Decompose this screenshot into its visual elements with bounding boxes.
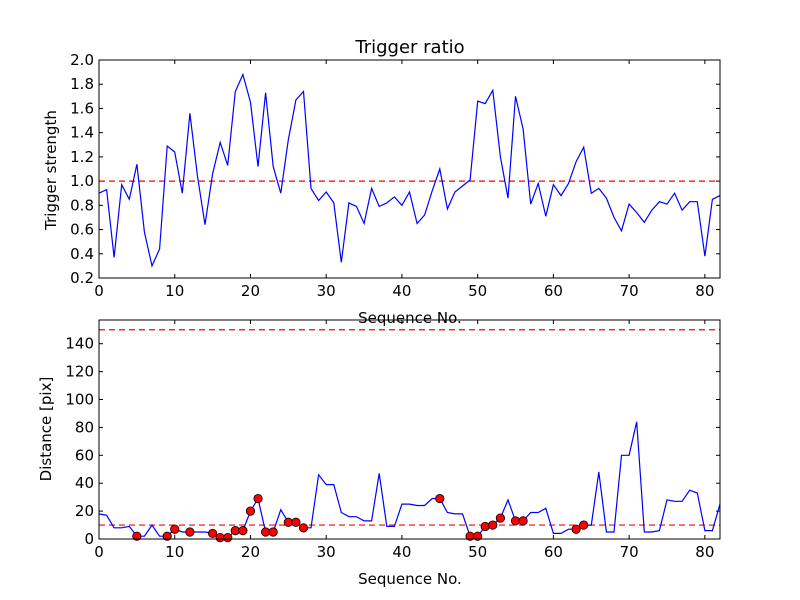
x-tick-label: 80: [695, 282, 714, 300]
y-tick-label: 120: [65, 363, 94, 381]
trigger-ratio-chart: Trigger ratio Trigger strength Sequence …: [42, 37, 721, 327]
marker-point: [488, 520, 498, 530]
marker-point: [268, 527, 278, 537]
marker-point: [298, 523, 309, 533]
x-axis-label: Sequence No.: [358, 570, 462, 588]
y-tick-label: 1.2: [70, 148, 94, 166]
marker-point: [518, 516, 528, 526]
axes-frame: [98, 319, 721, 540]
marker-point: [132, 531, 142, 541]
y-tick-label: 0.4: [70, 245, 94, 263]
marker-point: [261, 527, 271, 537]
marker-point: [238, 526, 248, 536]
x-tick-label: 0: [94, 282, 104, 300]
marker-point: [571, 524, 581, 534]
marker-point: [579, 520, 589, 530]
x-tick-label: 10: [165, 543, 184, 561]
x-tick-label: 60: [544, 282, 563, 300]
y-tick-label: 80: [75, 418, 94, 436]
x-tick-label: 50: [468, 543, 487, 561]
marker-point: [215, 533, 225, 543]
x-tick-label: 60: [544, 543, 563, 561]
marker-point: [495, 513, 505, 523]
x-tick-label: 40: [392, 282, 411, 300]
x-tick-label: 80: [695, 543, 714, 561]
y-ticks: 0 20 40 60 80 100 120 140: [65, 335, 720, 548]
y-axis-label: Trigger strength: [42, 110, 60, 231]
y-tick-label: 20: [75, 502, 94, 520]
x-ticks: 0 10 20 30 40 50 60 70 80: [94, 60, 714, 300]
distance-chart: Distance [pix] Sequence No. 0 10 20 30 40 50 6…: [37, 319, 721, 588]
series-line: [98, 421, 721, 539]
y-tick-label: 2.0: [70, 51, 94, 69]
y-tick-label: 1.6: [70, 99, 94, 117]
marker-point: [170, 524, 180, 534]
y-tick-label: 1.4: [70, 124, 94, 142]
plot-area: [98, 72, 721, 268]
y-tick-label: 40: [75, 474, 94, 492]
marker-point: [162, 531, 172, 541]
marker-point: [291, 517, 301, 527]
x-ticks: 0 10 20 30 40 50 60 70 80: [94, 320, 714, 561]
marker-point: [480, 521, 490, 532]
y-tick-label: 0.2: [70, 269, 94, 287]
y-tick-label: 100: [65, 391, 94, 409]
y-tick-label: 1.8: [70, 75, 94, 93]
marker-point: [510, 516, 521, 526]
y-axis-label: Distance [pix]: [37, 377, 55, 482]
x-axis-label: Sequence No.: [358, 309, 462, 327]
series-line: [98, 72, 721, 268]
x-tick-label: 0: [94, 543, 104, 561]
marker-point: [230, 526, 240, 536]
marker-point: [223, 533, 233, 543]
marker-point: [435, 493, 445, 504]
marker-point: [207, 528, 218, 539]
x-tick-label: 50: [468, 282, 487, 300]
y-tick-label: 140: [65, 335, 94, 353]
y-tick-label: 1.0: [70, 172, 94, 190]
chart-title: Trigger ratio: [354, 37, 464, 58]
marker-point: [185, 527, 195, 537]
y-tick-label: 0.8: [70, 196, 94, 214]
x-tick-label: 20: [241, 282, 260, 300]
marker-point: [283, 517, 293, 527]
axes-frame: [98, 59, 721, 279]
x-tick-label: 70: [620, 282, 639, 300]
marker-point: [245, 506, 256, 516]
marker-point: [473, 531, 483, 541]
x-tick-label: 30: [317, 282, 336, 300]
x-tick-label: 20: [241, 543, 260, 561]
y-tick-label: 60: [75, 446, 94, 464]
x-tick-label: 10: [165, 282, 184, 300]
y-tick-label: 0: [84, 530, 94, 548]
x-tick-label: 70: [620, 543, 639, 561]
marker-point: [253, 493, 263, 504]
plot-area: [98, 329, 721, 543]
x-tick-label: 30: [317, 543, 336, 561]
x-tick-label: 40: [392, 543, 411, 561]
y-tick-label: 0.6: [70, 221, 94, 239]
y-ticks: 0.2 0.4 0.6 0.8 1.0 1.2 1.4 1.6 1.8 2.0: [70, 51, 720, 287]
